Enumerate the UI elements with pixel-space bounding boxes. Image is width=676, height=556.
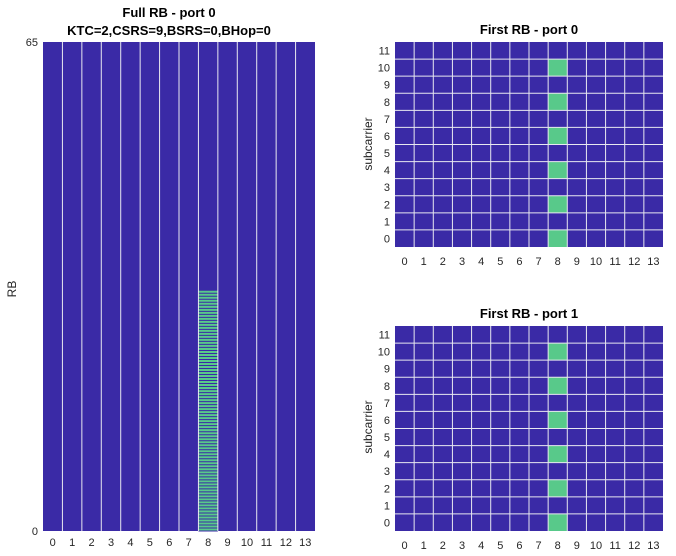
port0-y-tick: 9 xyxy=(384,80,390,92)
port0-x-tick: 3 xyxy=(459,256,465,268)
port0-x-tick: 2 xyxy=(440,256,446,268)
port0-active-cell xyxy=(548,195,568,213)
full-rb-y-tick: 0 xyxy=(32,526,38,538)
port0-y-tick: 3 xyxy=(384,182,390,194)
port1-y-tick: 2 xyxy=(384,483,390,495)
port0-x-tick: 11 xyxy=(609,256,620,268)
port1-active-cell xyxy=(548,411,568,429)
port0-x-tick: 13 xyxy=(647,256,659,268)
full-rb-ylabel: RB xyxy=(5,281,19,298)
port1-y-tick: 8 xyxy=(384,381,390,393)
port0-active-cell xyxy=(548,161,568,179)
full-rb-x-tick: 11 xyxy=(261,537,272,549)
port0-y-tick: 0 xyxy=(384,233,390,245)
full-rb-x-tick: 9 xyxy=(225,537,231,549)
port1-x-tick: 4 xyxy=(478,540,484,552)
port1-x-tick: 8 xyxy=(555,540,561,552)
port1-x-tick: 2 xyxy=(440,540,446,552)
port1-y-tick: 0 xyxy=(384,517,390,529)
port1-y-tick: 9 xyxy=(384,364,390,376)
port0-y-tick: 1 xyxy=(384,216,390,228)
full-rb-x-tick: 4 xyxy=(127,537,133,549)
port0-y-tick: 5 xyxy=(384,148,390,160)
port1-ylabel: subcarrier xyxy=(361,400,375,453)
port1-x-tick: 3 xyxy=(459,540,465,552)
full-rb-x-tick: 1 xyxy=(69,537,75,549)
port0-x-tick: 4 xyxy=(478,256,484,268)
full-rb-x-tick: 10 xyxy=(241,537,253,549)
port0-active-cell xyxy=(548,127,568,145)
port0-x-tick: 0 xyxy=(402,256,408,268)
port1-x-tick: 0 xyxy=(402,540,408,552)
port1-y-tick: 7 xyxy=(384,398,390,410)
port1-active-cell xyxy=(548,479,568,497)
port0-active-cell xyxy=(548,93,568,111)
port0-y-tick: 7 xyxy=(384,114,390,126)
port1-x-tick: 12 xyxy=(628,540,640,552)
port0-x-tick: 5 xyxy=(497,256,503,268)
port0-x-tick: 10 xyxy=(590,256,602,268)
port0-x-tick: 8 xyxy=(555,256,561,268)
port0-x-tick: 7 xyxy=(536,256,542,268)
port0-y-tick: 8 xyxy=(384,97,390,109)
full-rb-title: Full RB - port 0 xyxy=(122,5,215,20)
port0-active-cell xyxy=(548,229,568,247)
port1-x-tick: 6 xyxy=(516,540,522,552)
port1-y-tick: 5 xyxy=(384,432,390,444)
port1-x-tick: 9 xyxy=(574,540,580,552)
port0-y-tick: 10 xyxy=(378,63,390,75)
full-rb-x-tick: 2 xyxy=(89,537,95,549)
port1-x-tick: 10 xyxy=(590,540,602,552)
port1-active-cell xyxy=(548,445,568,463)
port0-x-tick: 1 xyxy=(421,256,427,268)
port0-x-tick: 9 xyxy=(574,256,580,268)
port1-active-cell xyxy=(548,343,568,361)
port1-title: First RB - port 1 xyxy=(480,306,578,321)
port1-y-tick: 6 xyxy=(384,415,390,427)
port1-active-cell xyxy=(548,513,568,531)
port0-active-cell xyxy=(548,59,568,77)
full-rb-x-tick: 5 xyxy=(147,537,153,549)
full-rb-x-tick: 12 xyxy=(280,537,292,549)
port1-x-tick: 11 xyxy=(609,540,620,552)
port1-x-tick: 1 xyxy=(421,540,427,552)
port0-x-tick: 6 xyxy=(516,256,522,268)
port0-y-tick: 4 xyxy=(384,165,390,177)
port0-x-tick: 12 xyxy=(628,256,640,268)
port0-y-tick: 2 xyxy=(384,199,390,211)
port1-y-tick: 3 xyxy=(384,466,390,478)
port0-y-tick: 6 xyxy=(384,131,390,143)
port0-y-tick: 11 xyxy=(379,46,390,58)
port1-y-tick: 1 xyxy=(384,500,390,512)
port1-x-tick: 13 xyxy=(647,540,659,552)
full-rb-subtitle: KTC=2,CSRS=9,BSRS=0,BHop=0 xyxy=(67,23,271,38)
full-rb-x-tick: 8 xyxy=(205,537,211,549)
port1-x-tick: 5 xyxy=(497,540,503,552)
full-rb-x-tick: 7 xyxy=(186,537,192,549)
port1-active-cell xyxy=(548,377,568,395)
full-rb-y-tick: 65 xyxy=(26,37,38,49)
port0-ylabel: subcarrier xyxy=(361,117,375,170)
port0-title: First RB - port 0 xyxy=(480,22,578,37)
full-rb-x-tick: 0 xyxy=(50,537,56,549)
full-rb-x-tick: 13 xyxy=(299,537,311,549)
full-rb-panel: Full RB - port 0 KTC=2,CSRS=9,BSRS=0,BHo… xyxy=(5,5,315,549)
port1-x-tick: 7 xyxy=(536,540,542,552)
port1-y-tick: 11 xyxy=(379,330,390,342)
full-rb-x-tick: 3 xyxy=(108,537,114,549)
port1-y-tick: 10 xyxy=(378,347,390,359)
full-rb-x-tick: 6 xyxy=(166,537,172,549)
port1-y-tick: 4 xyxy=(384,449,390,461)
